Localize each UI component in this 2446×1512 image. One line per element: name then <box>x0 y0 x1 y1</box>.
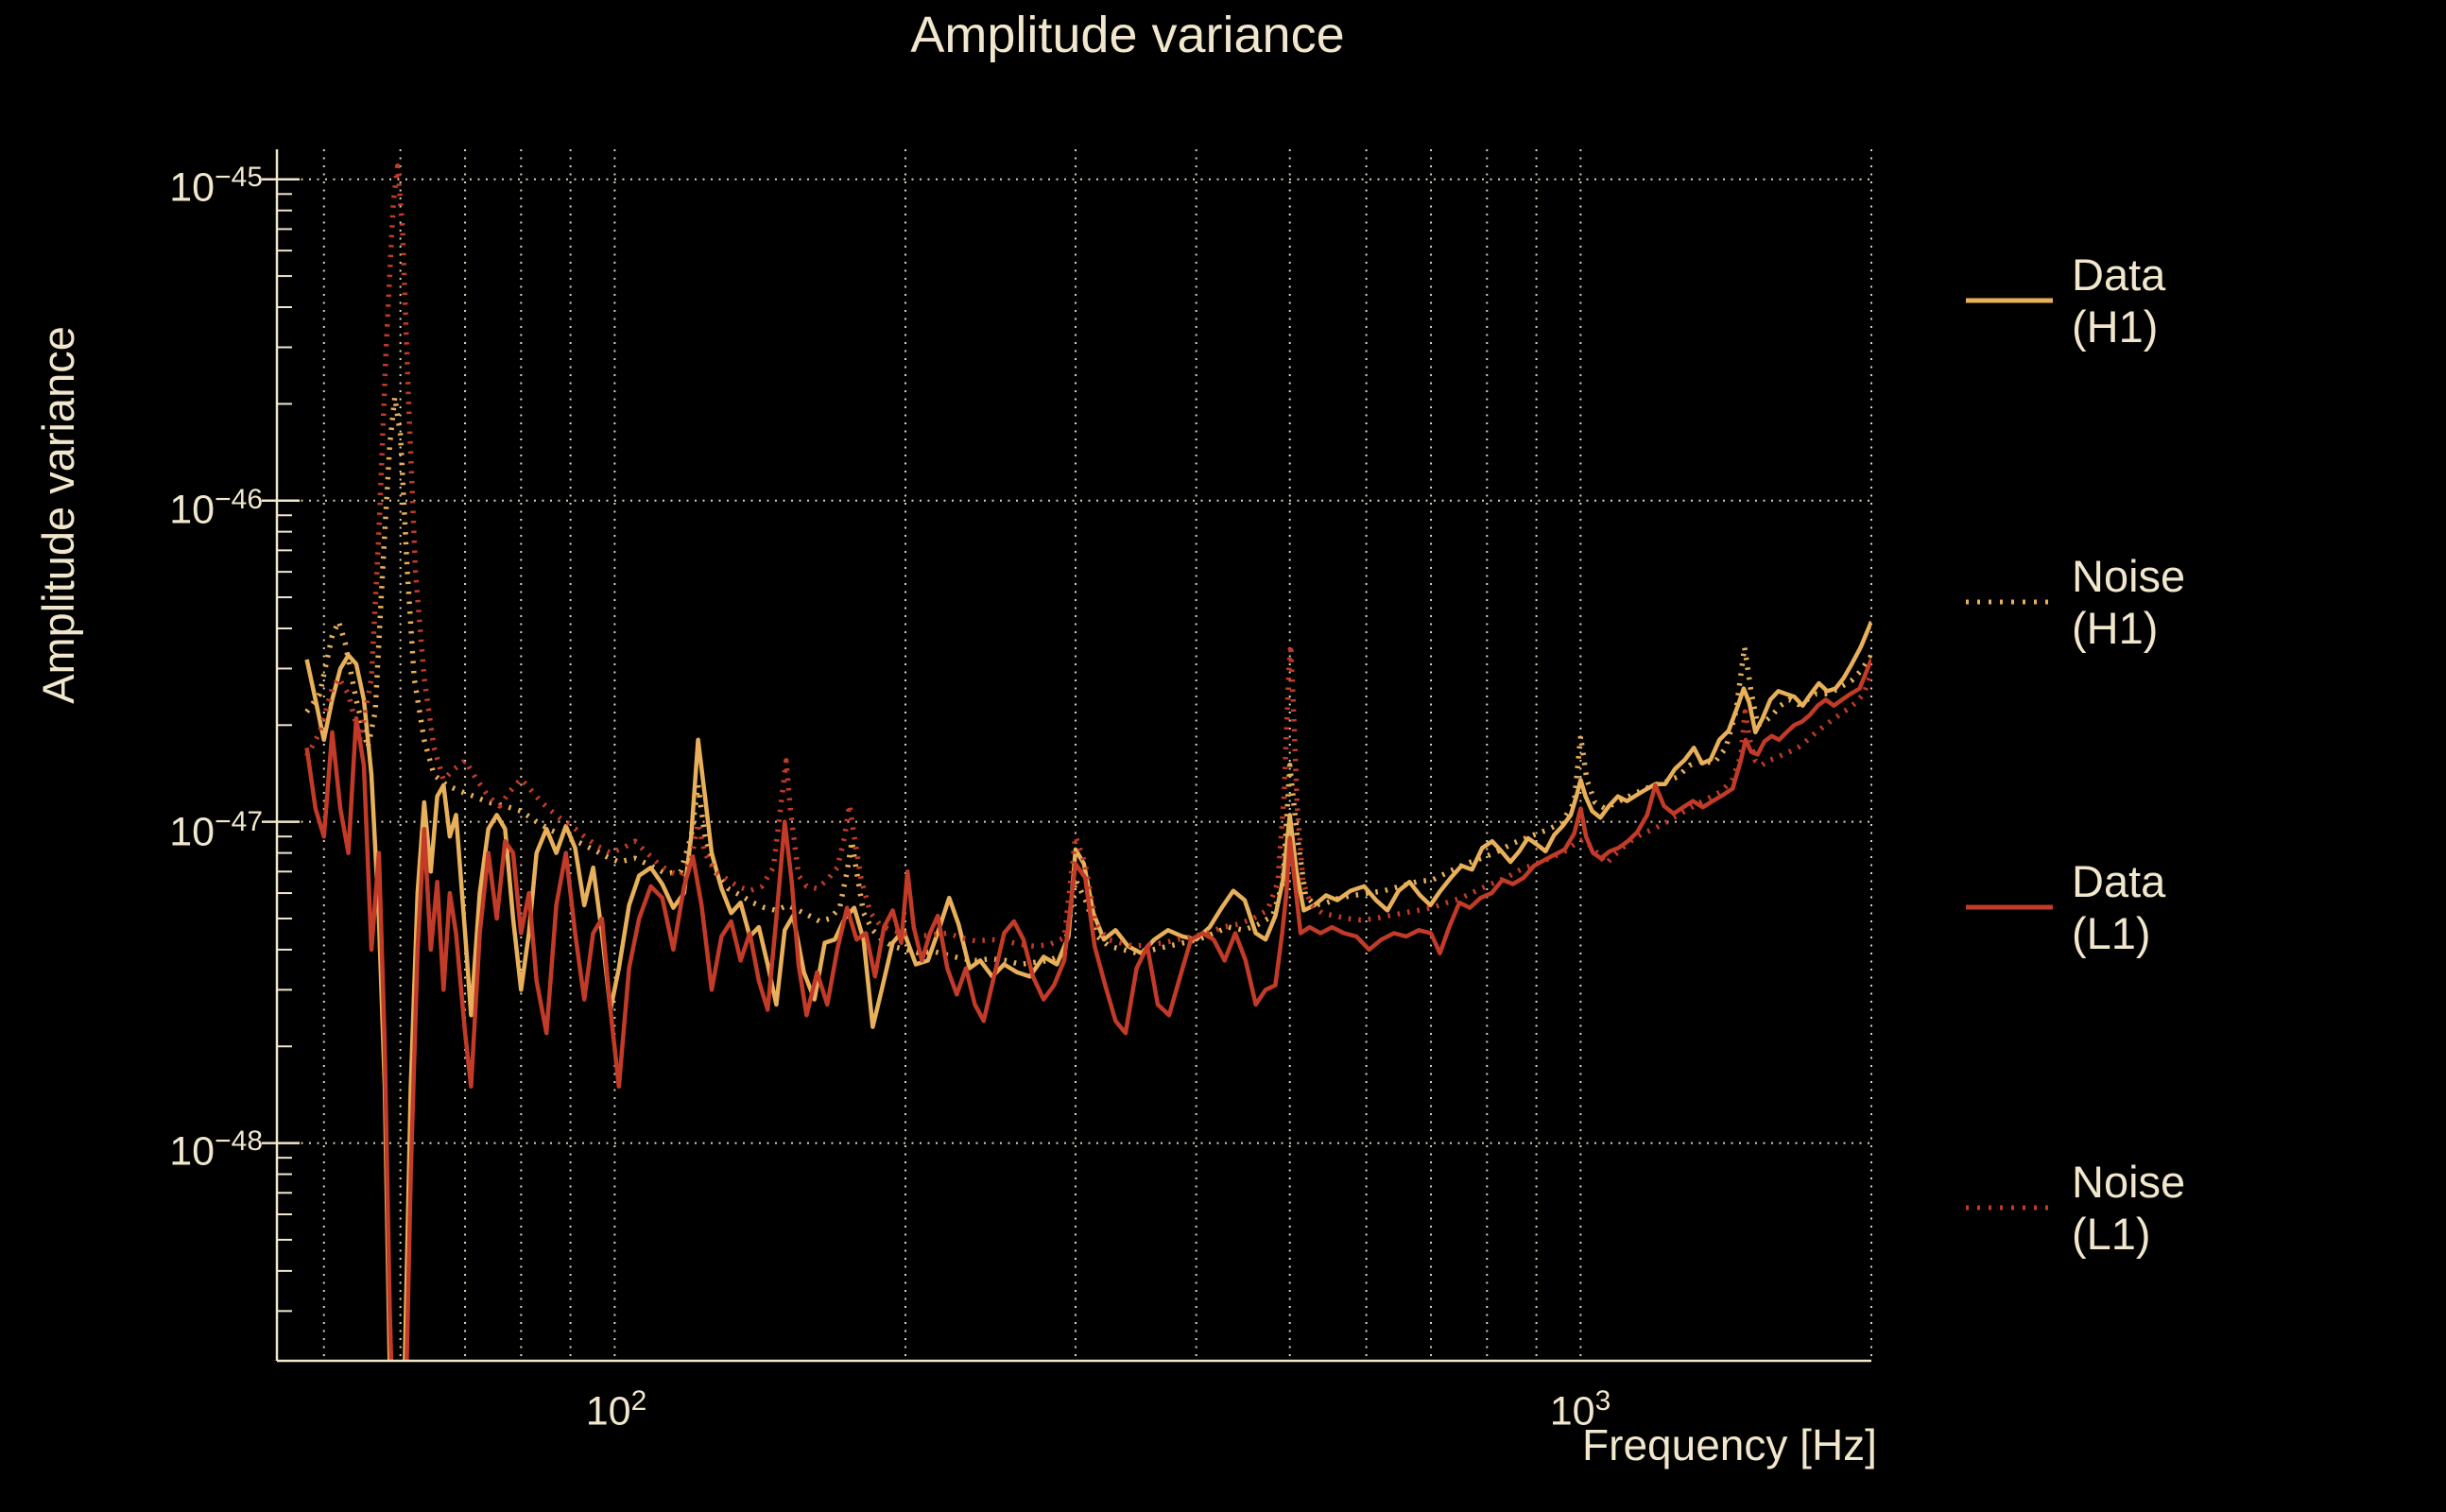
legend-item-label: Noise (H1) <box>2072 551 2186 653</box>
legend-swatch-solid-l1 <box>1966 904 2053 910</box>
legend-swatch-solid-h1 <box>1966 298 2053 303</box>
chart-title: Amplitude variance <box>910 7 1345 63</box>
legend-item: Noise (L1) <box>1966 1157 2185 1259</box>
x-tick-label-1000: 103 <box>1549 1385 1611 1435</box>
legend-item-label: Noise (L1) <box>2072 1157 2186 1259</box>
y-tick-label-1e-47: 10−47 <box>169 806 263 855</box>
y-tick-label-1e-45: 10−45 <box>169 162 263 211</box>
legend-item: Noise (H1) <box>1966 551 2185 653</box>
legend-item: Data (H1) <box>1966 249 2165 352</box>
legend-swatch-dotted-h1 <box>1966 599 2053 605</box>
legend-swatch-dotted-l1 <box>1966 1205 2053 1211</box>
legend-item: Data (L1) <box>1966 856 2165 958</box>
x-tick-label-100: 102 <box>585 1385 647 1435</box>
x-axis-label: Frequency [Hz] <box>1582 1420 1877 1469</box>
legend-item-label: Data (H1) <box>2072 249 2166 352</box>
y-tick-label-1e-46: 10−46 <box>169 484 263 533</box>
y-tick-label-1e-48: 10−48 <box>169 1125 263 1175</box>
legend-item-label: Data (L1) <box>2072 856 2166 958</box>
